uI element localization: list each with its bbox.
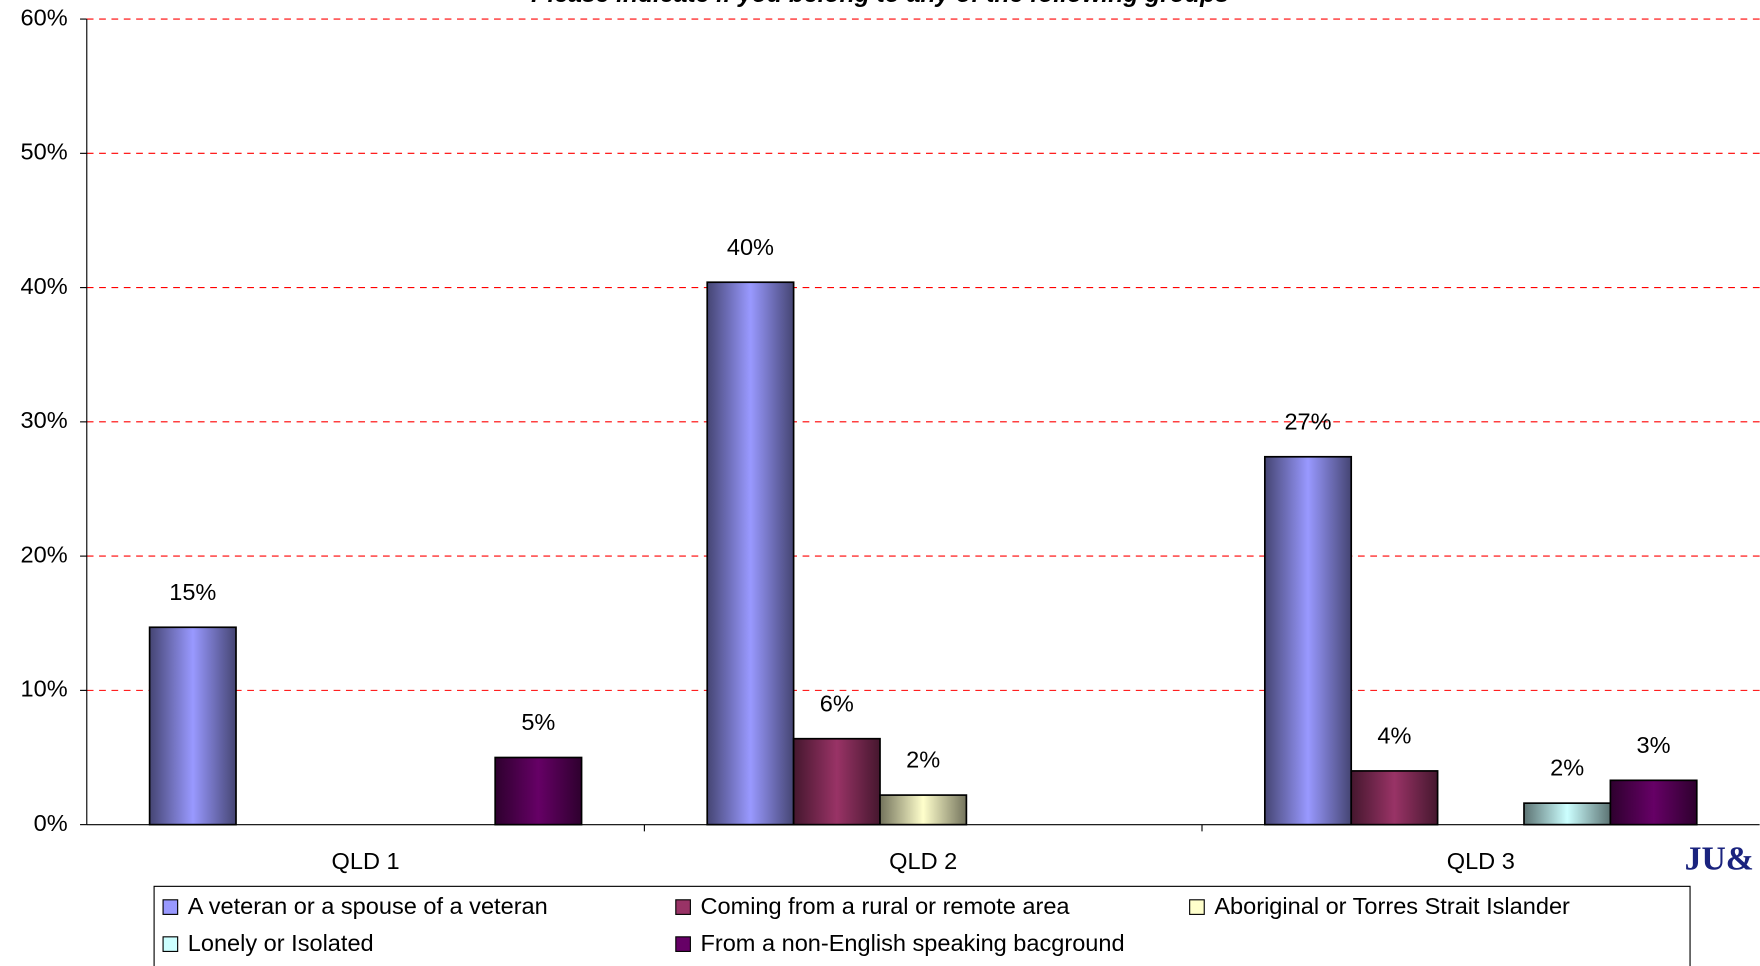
legend-swatch bbox=[162, 899, 179, 915]
legend-label: Aboriginal or Torres Strait Islander bbox=[1214, 893, 1570, 919]
bar bbox=[1523, 802, 1612, 826]
legend-label: Lonely or Isolated bbox=[188, 930, 374, 956]
value-label: 3% bbox=[1637, 732, 1671, 758]
bar bbox=[494, 756, 583, 826]
bar bbox=[1609, 779, 1698, 826]
legend-label: Coming from a rural or remote area bbox=[700, 893, 1070, 919]
value-label: 2% bbox=[1550, 755, 1584, 781]
value-label: 6% bbox=[820, 690, 854, 716]
value-label: 15% bbox=[169, 579, 216, 605]
y-tick-label: 50% bbox=[21, 139, 68, 165]
logo: JU& bbox=[1685, 840, 1754, 877]
value-label: 2% bbox=[906, 747, 940, 773]
bar bbox=[792, 737, 881, 826]
value-label: 27% bbox=[1284, 408, 1331, 434]
x-tick-label: QLD 1 bbox=[332, 848, 400, 874]
chart-title: Please indicate if you belong to any of … bbox=[531, 0, 1229, 8]
legend-swatch bbox=[675, 936, 691, 952]
bar bbox=[879, 794, 968, 826]
legend-label: From a non-English speaking bacground bbox=[700, 930, 1124, 956]
legend-swatch bbox=[162, 936, 179, 952]
y-tick-label: 30% bbox=[21, 407, 68, 433]
y-tick-label: 0% bbox=[34, 810, 68, 836]
bar bbox=[706, 281, 795, 826]
bar bbox=[1263, 455, 1353, 826]
value-label: 4% bbox=[1377, 722, 1411, 748]
y-tick-label: 60% bbox=[21, 4, 68, 30]
y-tick-label: 40% bbox=[21, 273, 68, 299]
legend-box bbox=[153, 885, 1691, 966]
bar bbox=[1350, 770, 1439, 826]
x-tick-label: QLD 2 bbox=[889, 848, 957, 874]
y-tick-label: 20% bbox=[21, 541, 68, 567]
x-tick-label: QLD 3 bbox=[1447, 848, 1515, 874]
legend-swatch bbox=[1189, 899, 1205, 915]
value-label: 5% bbox=[521, 709, 555, 735]
legend-label: A veteran or a spouse of a veteran bbox=[188, 893, 548, 919]
bar bbox=[148, 626, 237, 826]
legend-swatch bbox=[675, 899, 691, 915]
value-label: 40% bbox=[727, 234, 774, 260]
y-tick-label: 10% bbox=[21, 676, 68, 702]
